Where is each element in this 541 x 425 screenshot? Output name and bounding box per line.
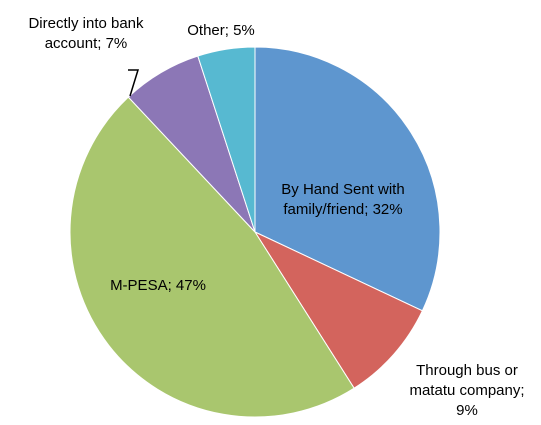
label-line: 9% xyxy=(456,402,478,419)
label-line: family/friend; 32% xyxy=(283,201,402,218)
label-line: M-PESA; 47% xyxy=(110,277,206,294)
slice-other xyxy=(197,46,256,233)
pie-slices xyxy=(69,46,441,418)
label-bank-account: Directly into bank account; 7% xyxy=(28,15,144,52)
slice-bus-matatu xyxy=(253,230,424,389)
label-line: Directly into bank xyxy=(28,15,144,32)
label-line: By Hand Sent with xyxy=(281,181,404,198)
label-line: matatu company; xyxy=(409,382,524,399)
slice-mpesa xyxy=(69,96,355,418)
label-other: Other; 5% xyxy=(187,22,255,39)
pie-data-labels: By Hand Sent with family/friend; 32% Throu… xyxy=(28,15,524,419)
label-bus-matatu: Through bus or matatu company; 9% xyxy=(409,362,524,419)
leader-line-bank-account xyxy=(128,69,140,97)
label-line: Other; 5% xyxy=(187,22,255,39)
slice-by-hand xyxy=(254,46,441,312)
label-by-hand: By Hand Sent with family/friend; 32% xyxy=(281,181,404,218)
label-line: Through bus or xyxy=(416,362,518,379)
label-line: account; 7% xyxy=(45,35,128,52)
label-mpesa: M-PESA; 47% xyxy=(110,277,206,294)
